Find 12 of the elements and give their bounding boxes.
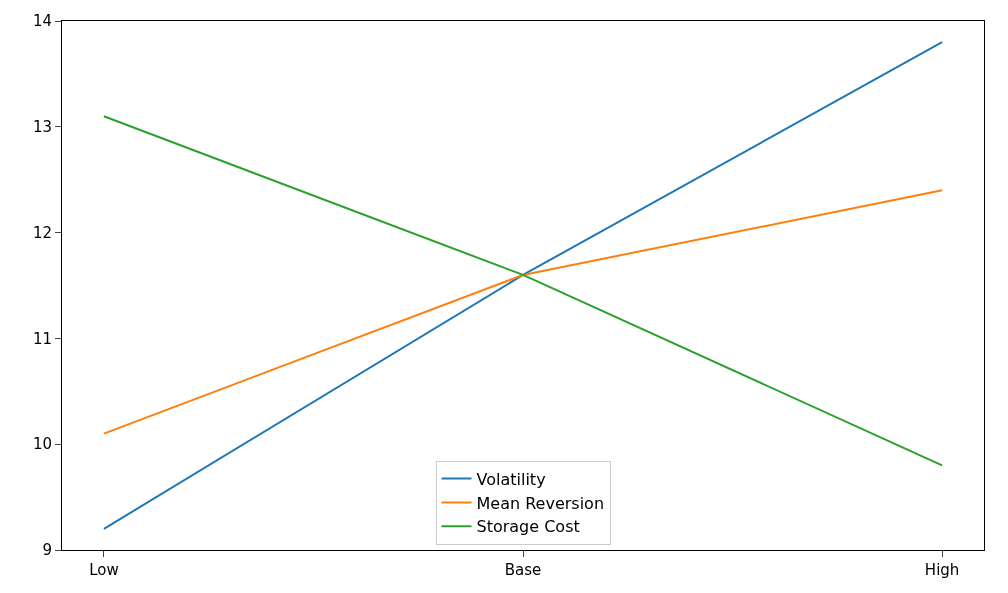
y-tick-label: 9 bbox=[42, 541, 52, 560]
y-tick-label: 11 bbox=[32, 329, 52, 348]
legend-label: Storage Cost bbox=[476, 517, 580, 537]
legend-label: Volatility bbox=[476, 469, 546, 489]
legend-label: Mean Reversion bbox=[476, 493, 605, 513]
x-tick-label: Base bbox=[504, 561, 542, 579]
y-tick-label: 14 bbox=[32, 12, 52, 31]
y-tick-label: 13 bbox=[32, 118, 52, 137]
x-tick-label: High bbox=[924, 561, 960, 579]
y-tick-label: 12 bbox=[32, 223, 52, 242]
x-tick-label: Low bbox=[89, 561, 119, 579]
y-tick-label: 10 bbox=[32, 435, 52, 454]
